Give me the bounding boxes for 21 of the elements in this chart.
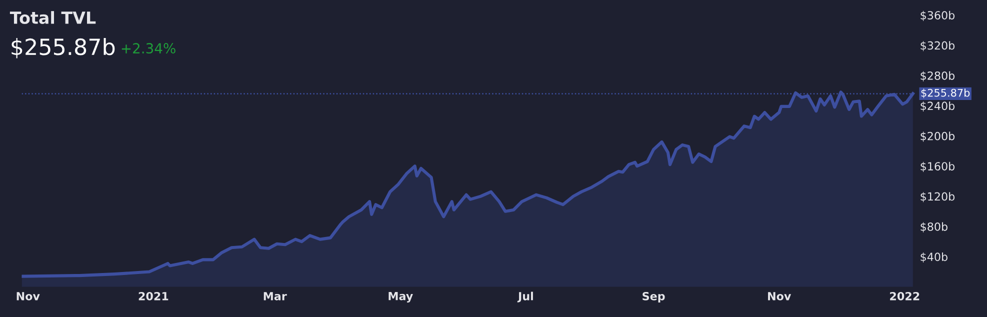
y-tick-label: $200b (920, 132, 955, 142)
x-tick-label: Nov (16, 292, 40, 300)
x-tick-label: Nov (768, 292, 792, 300)
y-tick-label: $320b (920, 41, 955, 52)
text: Total TVL (10, 11, 96, 24)
ref-line-label: $255.87b (921, 88, 970, 98)
x-tick-label: May (388, 292, 413, 302)
x-tick-label: Mar (264, 292, 287, 300)
annotation: +2.34% (122, 43, 176, 54)
x-tick-label: Sep (642, 292, 665, 302)
text: $255.87b (12, 38, 115, 58)
x-tick-label: 2022 (890, 292, 920, 300)
y-tick-label: $160b (920, 162, 955, 172)
x-tick-label: Jul (517, 292, 533, 302)
x-tick-label: 2021 (138, 292, 168, 300)
y-tick-label: $80b (920, 222, 948, 232)
y-tick-label: $240b (920, 101, 955, 112)
y-tick-label: $40b (920, 252, 948, 263)
y-tick-label: $120b (920, 192, 955, 202)
y-tick-label: $280b (920, 71, 955, 82)
y-tick-label: $360b (920, 10, 955, 21)
